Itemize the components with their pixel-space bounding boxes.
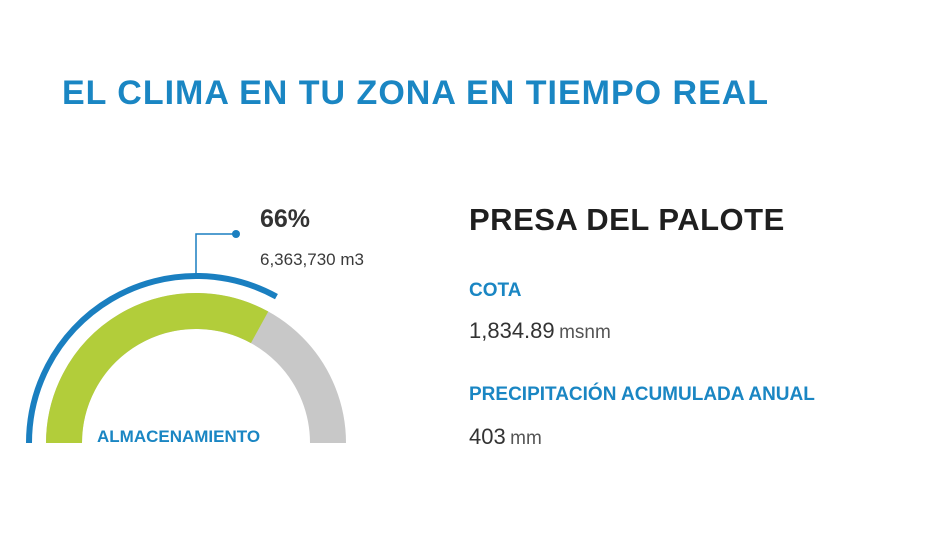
precipitation-number: 403 — [469, 424, 506, 449]
cota-number: 1,834.89 — [469, 318, 555, 343]
dam-name: PRESA DEL PALOTE — [469, 202, 785, 237]
gauge-label: ALMACENAMIENTO — [97, 427, 261, 446]
precipitation-unit: mm — [510, 428, 542, 449]
cota-label: COTA — [469, 280, 522, 301]
gauge-leader-dot — [232, 230, 240, 238]
page-title: EL CLIMA EN TU ZONA EN TIEMPO REAL — [62, 74, 770, 112]
gauge-percent: 66% — [260, 205, 311, 233]
gauge-fill — [46, 293, 269, 444]
cota-value: 1,834.89 msnm — [469, 318, 611, 344]
gauge-volume: 6,363,730 m3 — [260, 250, 364, 269]
precipitation-value: 403 mm — [469, 424, 542, 450]
cota-unit: msnm — [559, 322, 611, 343]
gauge-outline-arc — [26, 273, 278, 444]
gauge-track — [46, 293, 346, 444]
precipitation-label: PRECIPITACIÓN ACUMULADA ANUAL — [469, 384, 815, 405]
gauge-leader-line — [195, 233, 236, 274]
